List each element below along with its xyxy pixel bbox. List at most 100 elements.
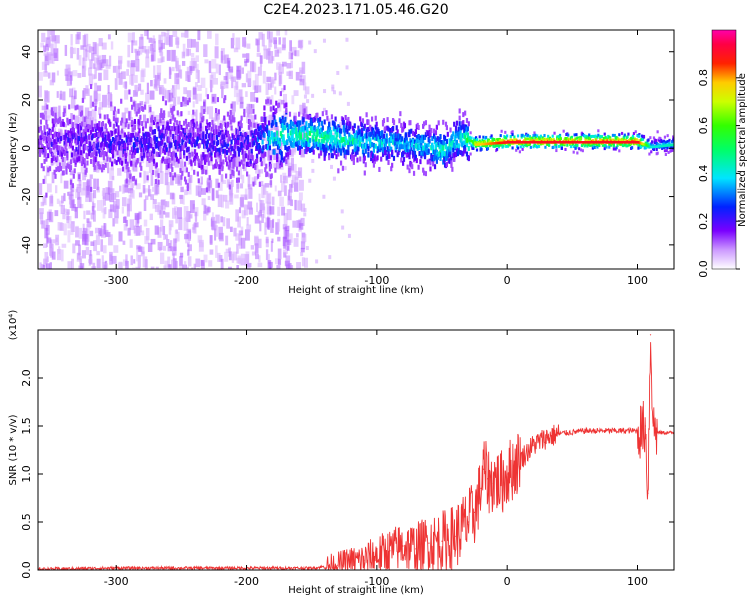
spectrogram-noise-cell — [136, 213, 140, 224]
spectrogram-cell — [242, 153, 245, 159]
spectrogram-cell — [357, 139, 360, 145]
spectrogram-cell — [516, 134, 520, 138]
spectrogram-cell — [458, 115, 461, 121]
spectrogram-noise-cell — [224, 54, 229, 64]
spectrogram-cell — [104, 124, 107, 130]
spectrogram-cell — [664, 140, 667, 144]
spectrogram-cell — [206, 94, 209, 100]
spectrogram-noise-cell — [298, 179, 304, 191]
spectrogram-ridge-cell — [672, 143, 674, 147]
spectrogram-cell — [54, 143, 57, 149]
spectrogram-noise-cell — [341, 225, 345, 230]
spectrogram-cell — [325, 147, 328, 153]
spectrogram-cell — [341, 165, 344, 171]
spectrogram-cell — [266, 124, 269, 130]
spectrogram-ridge-cell — [539, 141, 542, 144]
spectrogram-cell — [671, 148, 674, 152]
spectrogram-noise-cell — [159, 35, 164, 41]
spectrogram-cell — [342, 124, 345, 130]
spectrogram-noise-cell — [113, 245, 119, 253]
spectrogram-ridge-cell — [624, 141, 627, 144]
spectrogram-noise-cell — [235, 37, 241, 50]
spectrogram-noise-cell — [40, 42, 44, 48]
spectrogram-noise-cell — [94, 67, 97, 79]
spectrogram-noise-cell — [124, 152, 130, 162]
spectrogram-noise-cell — [46, 52, 52, 61]
spectrogram-noise-cell — [131, 40, 134, 53]
spectrogram-noise-cell — [283, 249, 288, 254]
spectrogram-ridge-cell — [514, 141, 517, 144]
spectrogram-noise-cell — [82, 182, 88, 191]
spectrogram-noise-cell — [168, 227, 172, 235]
spectrogram-noise-cell — [82, 57, 85, 69]
spectrogram-noise-cell — [54, 210, 59, 217]
spectrogram-noise-cell — [231, 101, 236, 112]
spectrogram-noise-cell — [168, 66, 172, 79]
spectrogram-ridge-cell — [600, 141, 603, 144]
spectrogram-cell — [261, 139, 264, 145]
spectrogram-cell — [360, 131, 364, 137]
spectrogram-cell — [248, 142, 251, 148]
spectrogram-cell — [265, 99, 268, 105]
spectrogram-cell — [383, 147, 386, 153]
spectrogram-cell — [205, 154, 209, 160]
spectrogram-noise-cell — [195, 93, 199, 104]
spectrogram-cell — [339, 148, 343, 154]
spectrogram-cell — [327, 145, 330, 151]
spectrogram-cell — [670, 145, 673, 149]
spectrogram-ridge-cell — [593, 141, 596, 144]
spectrogram-cell — [596, 145, 599, 149]
spectrogram-ridge-cell — [530, 141, 533, 144]
spectrogram-ridge-cell — [556, 141, 559, 144]
spectrogram-cell — [217, 109, 220, 115]
spectrogram-noise-cell — [267, 193, 271, 202]
spectrogram-cell — [234, 151, 237, 157]
spectrogram-ridge-cell — [575, 141, 578, 144]
spectrogram-noise-cell — [290, 52, 293, 60]
snr-point — [415, 548, 417, 550]
spectrogram-cell — [221, 165, 224, 171]
spectrogram-cell — [321, 111, 324, 117]
spectrogram-cell — [204, 154, 207, 160]
spectrogram-cell — [347, 116, 350, 122]
spectrogram-cell — [64, 137, 67, 143]
spectrogram-cell — [455, 143, 459, 149]
spectrogram-cell — [134, 148, 137, 154]
spectrogram-noise-cell — [91, 266, 97, 269]
spectrogram-cell — [142, 152, 146, 158]
spectrogram-ridge-cell — [528, 141, 531, 144]
spectrogram-noise-cell — [313, 49, 317, 54]
spectrogram-cell — [581, 149, 584, 153]
spectrogram-noise-cell — [103, 223, 106, 235]
spectrogram-cell — [182, 96, 185, 102]
spectrogram-ridge-cell — [594, 141, 597, 144]
spectrogram-noise-cell — [69, 47, 75, 54]
spectrogram-cell — [181, 170, 184, 176]
spectrogram-noise-cell — [75, 188, 78, 199]
snr-point — [490, 483, 493, 485]
spectrogram-cell — [120, 98, 123, 104]
spectrogram-cell — [606, 137, 609, 141]
spectrogram-cell — [113, 158, 116, 164]
spectrogram-cell — [543, 133, 546, 137]
spectrogram-cell — [238, 147, 241, 153]
spectrogram-noise-cell — [150, 266, 155, 269]
spectrogram-ridge-cell — [620, 141, 623, 144]
spectrogram-cell — [235, 166, 239, 172]
spectrogram-cell — [92, 162, 95, 168]
spectrogram-noise-cell — [131, 60, 136, 68]
spectrogram-cell — [518, 150, 521, 154]
spectrogram-cell — [266, 171, 269, 177]
spectrogram-noise-cell — [296, 262, 302, 269]
spectrogram-noise-cell — [195, 55, 199, 62]
spectrogram-noise-cell — [85, 45, 88, 52]
spectrogram-noise-cell — [187, 244, 192, 252]
spectrogram-noise-cell — [136, 249, 139, 262]
spectrogram-cell — [666, 146, 669, 150]
spectrogram-cell — [367, 152, 370, 158]
spectrogram-cell — [272, 105, 275, 111]
spectrogram-noise-cell — [92, 102, 96, 107]
spectrogram-noise-cell — [183, 218, 189, 231]
spectrogram-noise-cell — [182, 195, 185, 205]
spectrogram-cell — [90, 158, 93, 164]
